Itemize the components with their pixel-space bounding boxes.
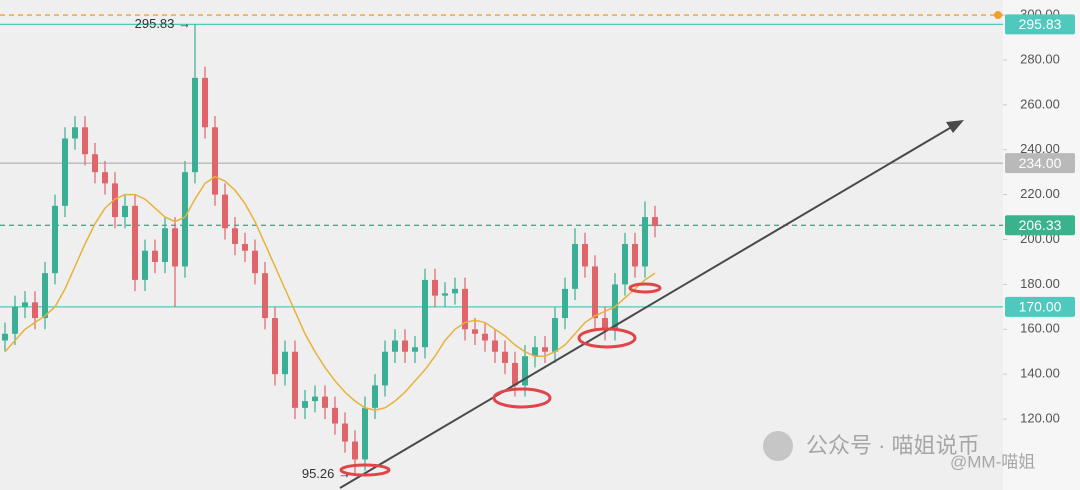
candle-body: [542, 347, 548, 352]
candle-body: [532, 347, 538, 357]
price-label: 234.00: [1019, 155, 1062, 171]
candle-body: [272, 318, 278, 375]
candle-body: [162, 228, 168, 262]
candle-body: [222, 194, 228, 229]
price-label-box: [1005, 296, 1075, 317]
support-circle: [339, 463, 391, 477]
candle-body: [602, 318, 608, 330]
price-label: 295.83: [1019, 16, 1062, 32]
price-label: 206.33: [1019, 217, 1062, 233]
alert-dot: [994, 11, 1002, 20]
candle-body: [322, 396, 328, 408]
price-label-box: [1005, 153, 1075, 174]
y-tick-label: 120.00: [1020, 411, 1060, 426]
price-label: 170.00: [1019, 299, 1062, 315]
extreme-annotation: 95.26 →: [302, 466, 351, 481]
candle-body: [462, 288, 468, 330]
support-circle: [577, 327, 637, 349]
wechat-icon: [763, 431, 793, 461]
watermark-handle: @MM-喵姐: [950, 452, 1035, 471]
candle-body: [72, 127, 78, 139]
y-tick-label: 240.00: [1020, 141, 1060, 156]
y-tick-label: 280.00: [1020, 51, 1060, 66]
candle-body: [402, 340, 408, 352]
drawings: [339, 120, 964, 489]
candle-body: [582, 243, 588, 267]
candle-body: [32, 302, 38, 319]
candle-body: [372, 385, 378, 408]
candle-body: [172, 228, 178, 267]
candle-body: [212, 127, 218, 195]
extreme-annotation: 295.83 →: [135, 16, 191, 31]
candle-body: [132, 205, 138, 280]
candle-body: [282, 351, 288, 375]
candle-body: [592, 266, 598, 319]
candle-body: [572, 243, 578, 289]
trend-arrow: [946, 120, 964, 133]
candle-body: [332, 407, 338, 424]
candle-body: [442, 293, 448, 296]
candle-body: [262, 273, 268, 319]
candle-body: [492, 340, 498, 352]
candle-body: [452, 288, 458, 294]
candle-body: [292, 351, 298, 408]
candle-body: [502, 351, 508, 363]
candle-body: [392, 340, 398, 352]
candle-body: [382, 351, 388, 386]
candle-body: [52, 205, 58, 274]
candle-body: [102, 172, 108, 184]
candle-body: [512, 362, 518, 386]
candle-body: [522, 356, 528, 386]
candle-body: [252, 250, 258, 274]
price-label-box: [1005, 215, 1075, 236]
candle-body: [312, 396, 318, 402]
y-tick-label: 160.00: [1020, 321, 1060, 336]
candle-body: [152, 250, 158, 262]
y-tick-label: 140.00: [1020, 366, 1060, 381]
candle-body: [242, 243, 248, 251]
candle-body: [632, 243, 638, 267]
support-circle: [628, 282, 662, 294]
watermark-text: 公众号 · 喵姐说币: [806, 433, 980, 458]
candle-body: [82, 127, 88, 155]
watermark: 公众号 · 喵姐说币 @MM-喵姐: [763, 431, 1035, 471]
candle-body: [2, 333, 8, 341]
candle-body: [642, 217, 648, 267]
y-tick-label: 180.00: [1020, 276, 1060, 291]
trend-line: [339, 124, 956, 489]
candle-body: [652, 217, 658, 227]
price-label-box: [1005, 14, 1075, 35]
candle-body: [422, 279, 428, 348]
candle-body: [342, 423, 348, 442]
y-tick-label: 220.00: [1020, 186, 1060, 201]
candle-body: [182, 172, 188, 267]
candle-body: [562, 288, 568, 319]
candle-body: [482, 333, 488, 341]
candle-body: [142, 250, 148, 280]
candle-body: [92, 154, 98, 173]
candle-body: [412, 347, 418, 352]
candle-body: [112, 183, 118, 218]
candle-body: [22, 302, 28, 307]
price-axis: [1003, 0, 1080, 490]
candle-body: [552, 318, 558, 352]
candle-body: [202, 77, 208, 128]
candle-body: [42, 273, 48, 319]
candle-body: [232, 228, 238, 244]
candle-body: [12, 306, 18, 334]
moving-average: [4, 175, 656, 411]
candle-body: [302, 401, 308, 408]
plot-area: [0, 0, 1003, 490]
support-circle: [492, 387, 552, 409]
candle-body: [472, 329, 478, 334]
candle-body: [192, 77, 198, 173]
candle-body: [62, 138, 68, 206]
candle-body: [622, 243, 628, 285]
candle-body: [432, 279, 438, 296]
y-tick-label: 260.00: [1020, 96, 1060, 111]
candle-body: [362, 407, 368, 460]
candle-body: [352, 441, 358, 460]
candle-body: [122, 205, 128, 218]
